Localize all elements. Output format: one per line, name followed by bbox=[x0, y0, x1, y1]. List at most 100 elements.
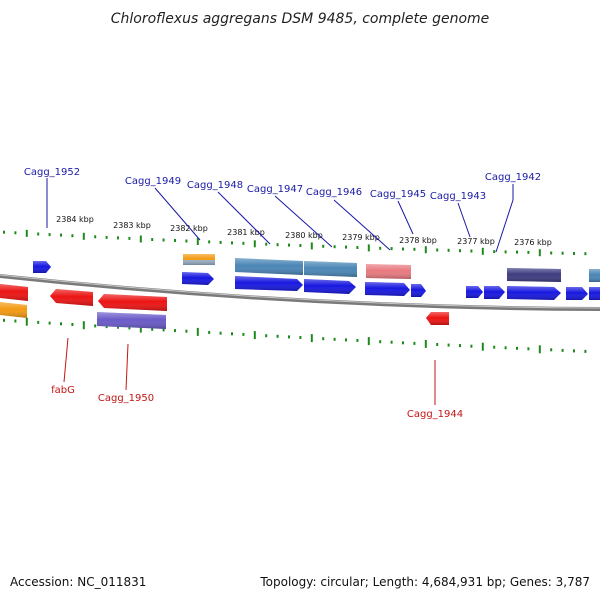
inner-tick-mark bbox=[550, 348, 553, 352]
gene-shading bbox=[97, 312, 166, 329]
callout-line bbox=[495, 199, 514, 253]
callout-line bbox=[63, 337, 69, 383]
gene-label-cagg-1946[interactable]: Cagg_1946 bbox=[306, 187, 362, 198]
inner-tick-mark bbox=[37, 320, 40, 324]
gene-shading bbox=[33, 261, 51, 273]
gene-shading bbox=[566, 287, 588, 300]
outer-tick-mark bbox=[196, 238, 199, 245]
outer-tick-mark bbox=[367, 244, 370, 252]
gene-shading bbox=[365, 282, 410, 296]
outer-tick-mark bbox=[322, 244, 325, 248]
kbp-label: 2384 kbp bbox=[56, 215, 94, 224]
inner-tick-mark bbox=[48, 321, 51, 325]
outer-tick-mark bbox=[48, 233, 51, 237]
outer-tick-mark bbox=[174, 239, 176, 242]
gene-shading bbox=[183, 254, 215, 265]
outer-tick-mark bbox=[162, 238, 165, 242]
kbp-label: 2382 kbp bbox=[170, 224, 208, 233]
gene-label-cagg-1942[interactable]: Cagg_1942 bbox=[485, 172, 541, 183]
kbp-label: 2381 kbp bbox=[227, 228, 265, 237]
outer-tick-mark bbox=[584, 252, 587, 256]
gene-shading bbox=[0, 284, 28, 301]
outer-tick-mark bbox=[94, 235, 97, 239]
inner-tick-mark bbox=[367, 337, 370, 346]
inner-tick-mark bbox=[71, 323, 74, 326]
gene-features bbox=[0, 254, 600, 329]
outer-tick-mark bbox=[527, 250, 530, 254]
inner-tick-mark bbox=[527, 347, 530, 351]
outer-tick-mark bbox=[516, 250, 518, 254]
kbp-label: 2383 kbp bbox=[113, 221, 151, 230]
outer-tick-mark bbox=[139, 235, 142, 243]
outer-tick-mark bbox=[105, 235, 108, 239]
gene-label-cagg-1947[interactable]: Cagg_1947 bbox=[247, 184, 303, 195]
gene-shading bbox=[304, 261, 357, 277]
gene-shading bbox=[50, 289, 93, 306]
inner-tick-mark bbox=[436, 343, 439, 346]
inner-tick-mark bbox=[25, 317, 28, 326]
outer-tick-mark bbox=[424, 246, 427, 254]
inner-tick-mark bbox=[128, 326, 131, 330]
outer-tick-mark bbox=[25, 229, 28, 237]
outer-tick-mark bbox=[242, 241, 245, 245]
outer-tick-mark bbox=[276, 243, 279, 247]
outer-tick-mark bbox=[185, 239, 188, 243]
gene-label-cagg-1943[interactable]: Cagg_1943 bbox=[430, 191, 486, 202]
inner-tick-mark bbox=[151, 327, 154, 331]
outer-tick-mark bbox=[265, 242, 268, 246]
inner-tick-mark bbox=[356, 339, 359, 342]
map-title: Chloroflexus aggregans DSM 9485, complet… bbox=[111, 11, 490, 27]
inner-tick-mark bbox=[196, 327, 199, 336]
inner-tick-ring bbox=[3, 317, 587, 354]
inner-tick-mark bbox=[253, 331, 256, 340]
inner-tick-mark bbox=[139, 324, 142, 333]
outer-tick-mark bbox=[481, 247, 484, 255]
gene-shading bbox=[589, 269, 600, 282]
outer-tick-mark bbox=[379, 246, 382, 250]
kbp-label: 2379 kbp bbox=[342, 233, 380, 242]
kbp-label: 2378 kbp bbox=[399, 236, 437, 245]
outer-tick-mark bbox=[550, 251, 553, 255]
callout-line bbox=[457, 202, 471, 238]
kbp-label: 2376 kbp bbox=[514, 238, 552, 247]
outer-tick-mark bbox=[253, 240, 256, 248]
inner-tick-mark bbox=[208, 331, 211, 334]
gene-label-fabg[interactable]: fabG bbox=[51, 385, 75, 396]
gene-label-cagg-1949[interactable]: Cagg_1949 bbox=[125, 176, 181, 187]
outer-tick-mark bbox=[219, 240, 222, 244]
gene-label-cagg-1945[interactable]: Cagg_1945 bbox=[370, 189, 426, 200]
outer-tick-mark bbox=[493, 250, 496, 254]
inner-tick-mark bbox=[322, 337, 325, 341]
outer-tick-mark bbox=[310, 242, 313, 250]
outer-tick-mark bbox=[231, 241, 233, 245]
inner-tick-mark bbox=[60, 322, 62, 326]
inner-tick-mark bbox=[288, 335, 290, 339]
gene-label-cagg-1950[interactable]: Cagg_1950 bbox=[98, 393, 154, 404]
inner-tick-mark bbox=[3, 318, 5, 322]
outer-tick-mark bbox=[573, 252, 575, 255]
inner-tick-mark bbox=[276, 334, 279, 338]
gene-shading bbox=[426, 312, 449, 325]
outer-tick-mark bbox=[390, 247, 393, 251]
gene-label-cagg-1952[interactable]: Cagg_1952 bbox=[24, 167, 80, 178]
outer-tick-mark bbox=[299, 244, 302, 247]
inner-tick-mark bbox=[185, 329, 188, 333]
inner-tick-mark bbox=[219, 331, 222, 335]
gene-label-cagg-1948[interactable]: Cagg_1948 bbox=[187, 180, 243, 191]
gene-shading bbox=[466, 286, 483, 298]
inner-tick-mark bbox=[561, 348, 564, 352]
callout-line bbox=[154, 187, 201, 241]
gene-label-cagg-1944[interactable]: Cagg_1944 bbox=[407, 409, 463, 420]
gene-shading bbox=[484, 286, 505, 299]
inner-tick-mark bbox=[345, 338, 347, 342]
inner-tick-mark bbox=[265, 334, 268, 338]
kbp-scale: 2384 kbp 2383 kbp 2382 kbp 2381 kbp 2380… bbox=[56, 215, 552, 247]
inner-tick-mark bbox=[174, 329, 176, 333]
gene-shading bbox=[366, 264, 411, 279]
outer-tick-mark bbox=[82, 232, 85, 240]
inner-tick-mark bbox=[402, 341, 404, 345]
gene-shading bbox=[589, 287, 600, 300]
callout-line bbox=[333, 199, 391, 251]
outer-tick-mark bbox=[402, 247, 404, 251]
